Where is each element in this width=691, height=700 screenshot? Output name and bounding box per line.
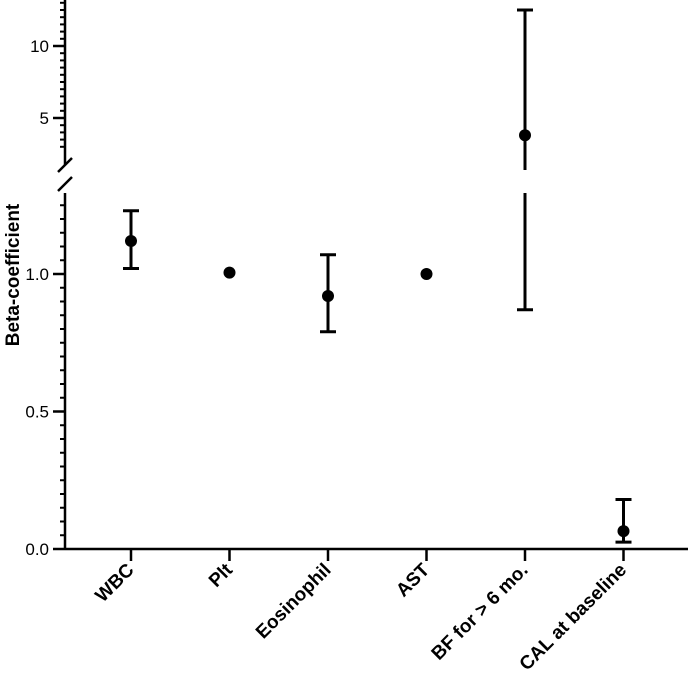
x-tick-label: Plt xyxy=(205,559,237,591)
data-point xyxy=(322,290,334,302)
x-tick-label: Eosinophil xyxy=(252,560,336,644)
data-point xyxy=(125,235,137,247)
y-tick-label: 0.5 xyxy=(25,403,49,422)
data-point xyxy=(617,525,630,538)
axis-break-mark xyxy=(57,176,73,192)
y-tick-label: 5 xyxy=(40,109,49,128)
y-axis-title: Beta-coefficient xyxy=(3,203,24,346)
data-point xyxy=(223,266,236,279)
axis-break-mark xyxy=(57,157,73,173)
y-tick-label: 10 xyxy=(30,37,49,56)
x-tick-label: WBC xyxy=(92,559,139,606)
axes: 0.0 0.5 1.0 5 10 xyxy=(25,0,688,561)
y-tick-label: 0.0 xyxy=(25,540,49,559)
data-point xyxy=(420,268,433,280)
x-tick-label: AST xyxy=(392,559,434,601)
data-point xyxy=(519,129,531,142)
y-tick-label: 1.0 xyxy=(25,265,49,284)
data-marks xyxy=(123,8,632,544)
x-tick-label: CAL at baseline xyxy=(516,560,631,675)
x-tick-label: BF for > 6 mo. xyxy=(428,560,533,665)
